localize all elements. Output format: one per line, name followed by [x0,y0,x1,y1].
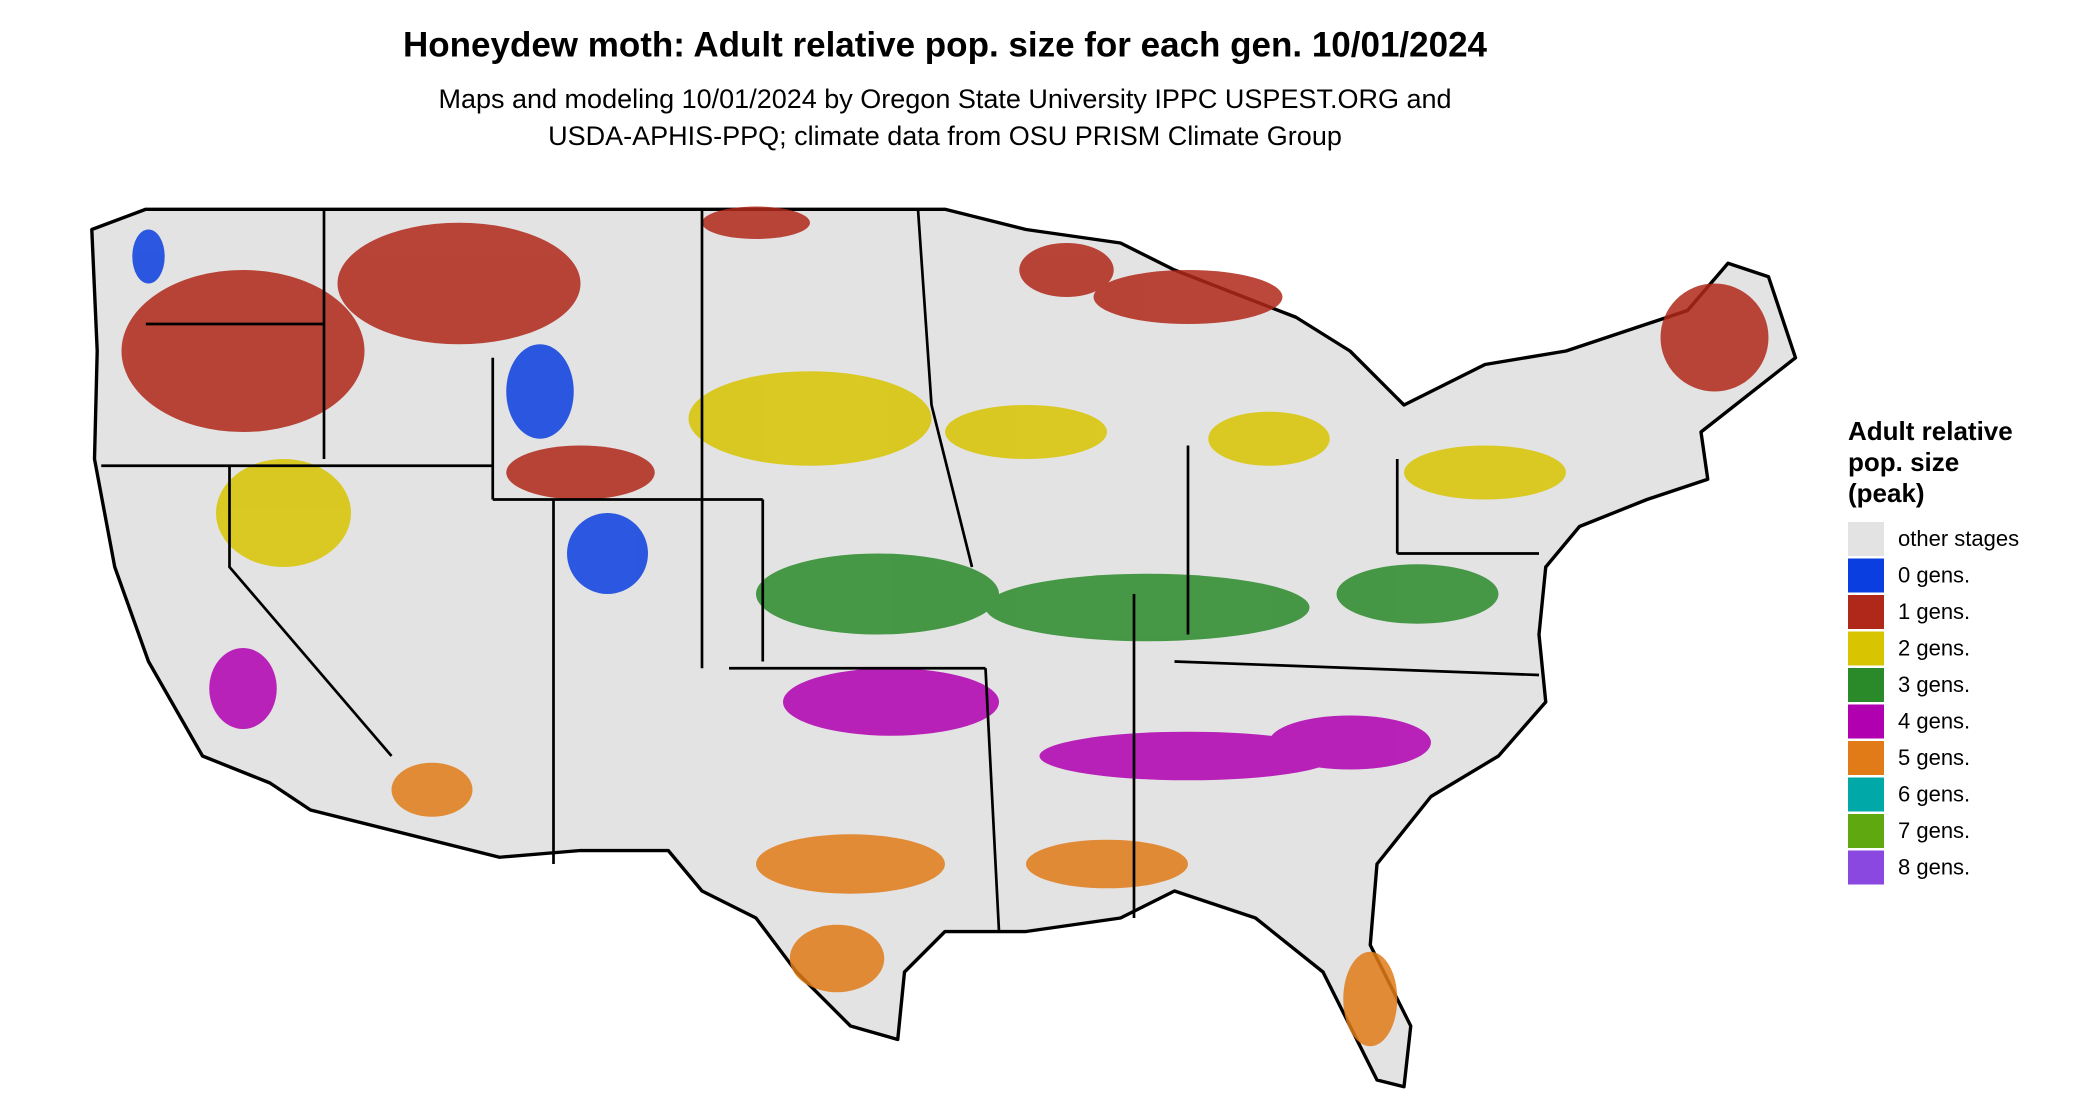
zone [756,834,945,894]
zone [1343,951,1398,1047]
generation-zones [121,206,1769,1047]
legend-swatch [1848,814,1884,848]
legend-swatch [1848,850,1884,885]
zone [1026,839,1188,889]
legend-label: 7 gens. [1898,818,1970,843]
legend-title: Adult relative [1848,416,2013,446]
legend-title: pop. size [1848,447,1959,477]
legend-swatch [1848,704,1884,739]
subtitle: USDA-APHIS-PPQ; climate data from OSU PR… [548,121,1342,151]
zone [1660,283,1769,392]
zone [1269,715,1431,770]
legend-swatch [1848,522,1884,556]
map [90,206,1798,1089]
legend-swatch [1848,741,1884,775]
zone [756,553,999,635]
legend-label: 8 gens. [1898,854,1970,879]
legend-title: (peak) [1848,478,1925,508]
zone [1039,731,1337,781]
zone [1019,243,1114,297]
legend-swatch [1848,595,1884,629]
us-outline [90,207,1798,1089]
legend-swatch [1848,777,1884,812]
legend-swatch [1848,631,1884,666]
legend-label: 5 gens. [1898,745,1970,770]
zone [688,371,932,466]
zone [506,344,574,439]
zone [337,222,581,345]
legend-swatch [1848,558,1884,593]
legend-label: 6 gens. [1898,781,1970,806]
zone [783,668,999,736]
zone [216,459,351,567]
zone [1404,445,1566,500]
legend-label: 4 gens. [1898,708,1970,733]
legend-label: 0 gens. [1898,562,1970,587]
subtitle: Maps and modeling 10/01/2024 by Oregon S… [438,84,1451,114]
zone [1336,564,1499,624]
zone [121,270,365,432]
zone [945,405,1107,459]
legend-label: other stages [1898,526,2019,551]
legend: Adult relative pop. size (peak) other st… [1848,416,2019,885]
title: Honeydew moth: Adult relative pop. size … [403,25,1488,64]
zone [567,513,648,594]
legend-swatch [1848,668,1884,702]
zone [1208,411,1330,466]
legend-label: 2 gens. [1898,635,1970,660]
zone [132,229,165,284]
legend-label: 1 gens. [1898,599,1970,624]
zone [702,206,810,239]
state-borders [101,209,1540,932]
zone [209,648,277,729]
legend-label: 3 gens. [1898,672,1970,697]
zone [391,762,473,817]
zone [1093,270,1283,324]
zone [506,445,655,500]
zone [985,573,1310,642]
zone [789,924,885,993]
